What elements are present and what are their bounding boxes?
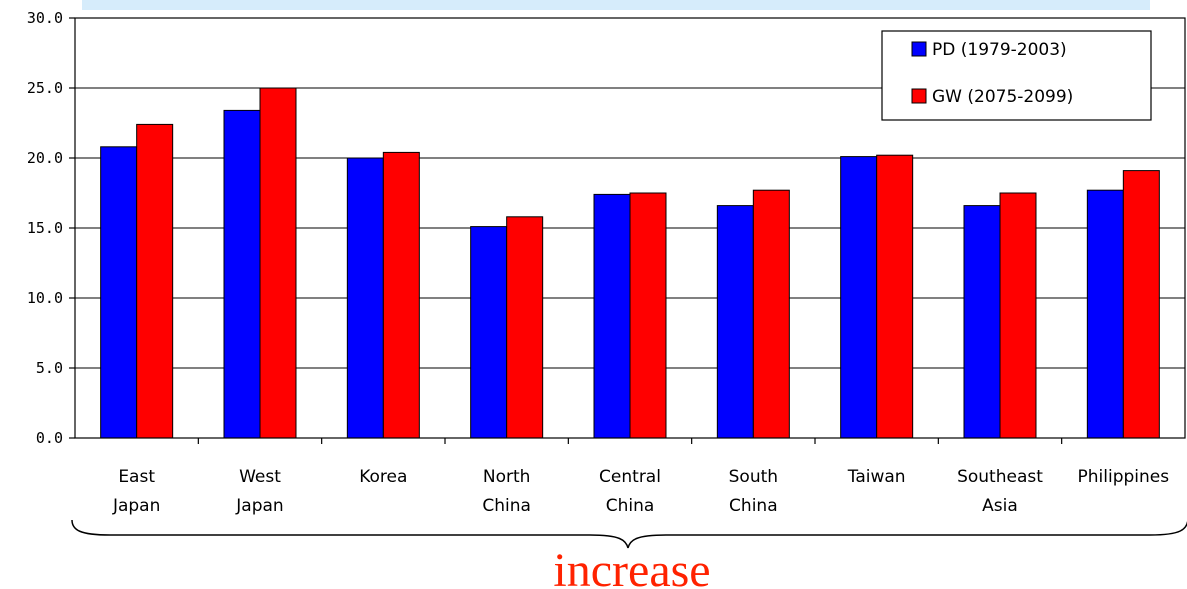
bar-gw	[259, 87, 297, 439]
x-tick-label: South China	[729, 467, 778, 516]
bar-pd	[593, 193, 631, 439]
legend-label-gw: GW (2075-2099)	[932, 87, 1073, 107]
legend: PD (1979-2003) GW (2075-2099)	[881, 30, 1152, 121]
x-tick-label: West Japan	[235, 467, 283, 516]
y-tick-label: 20.0	[27, 149, 63, 167]
x-tick-label: North China	[482, 467, 531, 516]
bar-pd	[963, 205, 1001, 439]
x-tick-label: Philippines	[1078, 467, 1170, 487]
y-tick-label: 30.0	[27, 9, 63, 27]
x-tick-label: Southeast Asia	[957, 467, 1043, 516]
bar-gw	[506, 216, 544, 439]
header-banner	[82, 0, 1150, 10]
bars	[100, 87, 1160, 439]
y-tick-label: 15.0	[27, 219, 63, 237]
y-tick-label: 10.0	[27, 289, 63, 307]
increase-annotation: increase	[553, 544, 710, 589]
x-axis-category-labels: East Japan West Japan Korea North China Central…	[112, 467, 1169, 516]
x-tick-label: East Japan	[112, 467, 160, 516]
bar-gw	[752, 189, 790, 439]
legend-swatch-pd	[911, 41, 927, 57]
bar-pd	[346, 157, 384, 439]
x-tick-label: Taiwan	[847, 467, 906, 487]
x-tick-label: Korea	[359, 467, 407, 487]
bar-gw	[999, 192, 1037, 439]
y-tick-label: 0.0	[36, 429, 63, 447]
x-axis-ticks	[197, 438, 1063, 444]
bar-pd	[223, 109, 261, 439]
y-tick-label: 5.0	[36, 359, 63, 377]
bar-gw	[382, 151, 420, 439]
x-tick-label: Central China	[599, 467, 661, 516]
bar-gw	[1122, 170, 1160, 439]
bar-gw	[136, 123, 174, 439]
y-axis-ticks: 0.0 5.0 10.0 15.0 20.0 25.0 30.0	[27, 9, 75, 447]
bar-pd	[470, 226, 508, 439]
legend-box	[881, 30, 1152, 121]
legend-label-pd: PD (1979-2003)	[932, 40, 1067, 60]
legend-swatch-gw	[911, 88, 927, 104]
bar-pd	[716, 205, 754, 439]
y-tick-label: 25.0	[27, 79, 63, 97]
bar-gw	[876, 154, 914, 439]
curly-brace	[71, 519, 1187, 549]
bar-pd	[100, 146, 138, 439]
bar-pd	[840, 156, 878, 439]
bar-gw	[629, 192, 667, 439]
bar-pd	[1086, 189, 1124, 439]
